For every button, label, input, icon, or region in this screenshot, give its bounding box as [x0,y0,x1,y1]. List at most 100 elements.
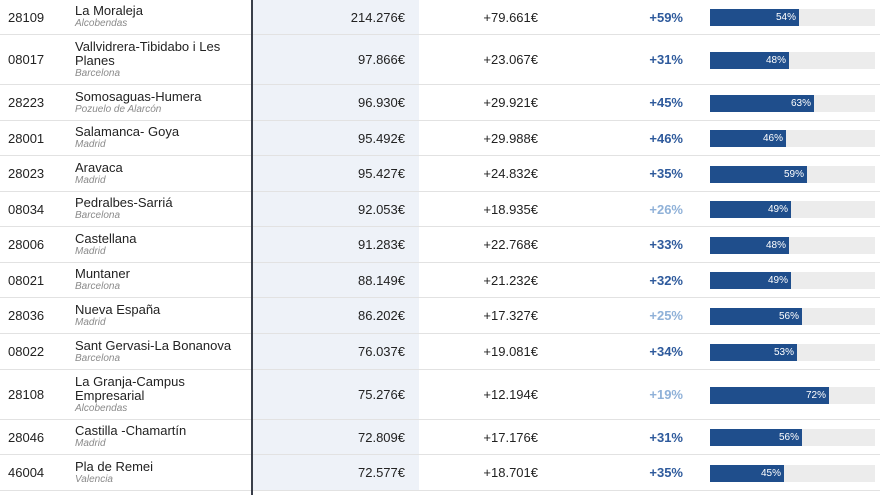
percent-change: +59% [649,9,683,25]
neighborhood-cell: La Granja-Campus Empresarial Alcobendas [75,370,245,419]
share-bar-fill [710,465,784,482]
neighborhood-cell: Muntaner Barcelona [75,263,245,297]
income-column-shade [253,0,419,34]
income-value: 97.866€ [358,52,405,67]
neighborhood-cell: Aravaca Madrid [75,156,245,191]
income-difference: +19.081€ [483,344,538,359]
city-name: Valencia [75,473,113,485]
percent-change: +35% [649,166,683,181]
income-column-shade [253,455,419,490]
share-bar-label: 49% [767,275,788,286]
share-bar-label: 54% [775,12,796,23]
postal-code: 08022 [8,344,45,359]
income-value: 72.577€ [358,465,405,480]
table-row: 28001 Salamanca- Goya Madrid 95.492€ +29… [0,121,880,156]
income-value: 76.037€ [358,344,405,359]
share-bar-fill [710,166,807,183]
city-name: Madrid [75,174,106,186]
postal-code: 08034 [8,201,45,217]
share-bar-label: 63% [790,98,811,109]
neighborhood-cell: Pla de Remei Valencia [75,455,245,490]
neighborhood-name: Pedralbes-Sarriá [75,195,173,210]
neighborhood-name: Castilla -Chamartín [75,423,187,438]
percent-change: +19% [649,387,683,402]
income-column-shade [253,35,419,84]
postal-code: 28023 [8,166,45,181]
income-difference: +79.661€ [483,9,538,25]
city-name: Barcelona [75,352,121,364]
share-bar: 54% [710,9,875,26]
table-row: 28023 Aravaca Madrid 95.427€ +24.832€ +3… [0,156,880,192]
share-bar-label: 48% [765,55,786,66]
share-bar-label: 56% [778,432,799,443]
city-name: Madrid [75,438,106,449]
income-value: 95.492€ [358,130,405,146]
neighborhood-cell: Sant Gervasi-La Bonanova Barcelona [75,334,245,369]
percent-change: +26% [649,201,683,217]
percent-change: +33% [649,237,683,252]
neighborhood-cell: Castilla -Chamartín Madrid [75,420,245,454]
share-bar-fill [710,130,786,147]
share-bar-label: 48% [765,240,786,251]
table-row: 08022 Sant Gervasi-La Bonanova Barcelona… [0,334,880,370]
neighborhood-name: La Moraleja [75,3,143,18]
income-column-shade [253,85,419,120]
city-name: Madrid [75,316,106,328]
table-row: 28036 Nueva España Madrid 86.202€ +17.32… [0,298,880,334]
table-row: 28108 La Granja-Campus Empresarial Alcob… [0,370,880,420]
income-difference: +22.768€ [483,237,538,252]
neighborhood-name: Pla de Remei [75,458,154,474]
share-bar: 48% [710,52,875,69]
income-difference: +23.067€ [483,52,538,67]
share-bar: 46% [710,130,875,147]
percent-change: +35% [649,465,683,480]
neighborhood-cell: Vallvidrera-Tibidabo i Les Planes Barcel… [75,35,245,84]
postal-code: 28223 [8,95,45,110]
postal-code: 28108 [8,387,45,402]
share-bar: 59% [710,166,875,183]
percent-change: +25% [649,308,683,323]
share-bar-fill [710,201,791,218]
income-difference: +17.327€ [483,308,538,323]
neighborhood-name: Aravaca [75,159,123,175]
income-value: 214.276€ [350,9,405,25]
income-value: 88.149€ [358,272,405,288]
table-row: 08017 Vallvidrera-Tibidabo i Les Planes … [0,35,880,85]
income-value: 92.053€ [358,201,405,217]
percent-change: +45% [649,95,683,110]
neighborhood-name: Castellana [75,230,137,246]
city-name: Barcelona [75,210,121,221]
postal-code: 28046 [8,429,45,445]
share-bar-label: 53% [773,347,794,358]
neighborhood-name: Somosaguas-Humera [75,88,202,104]
share-bar: 49% [710,201,875,218]
neighborhood-cell: La Moraleja Alcobendas [75,0,245,34]
neighborhood-name: Sant Gervasi-La Bonanova [75,337,232,353]
table-row: 28006 Castellana Madrid 91.283€ +22.768€… [0,227,880,263]
percent-change: +31% [649,429,683,445]
city-name: Madrid [75,139,106,150]
income-column-shade [253,192,419,226]
income-value: 91.283€ [358,237,405,252]
city-name: Alcobendas [75,18,128,29]
income-difference: +21.232€ [483,272,538,288]
income-column-shade [253,263,419,297]
income-difference: +29.921€ [483,95,538,110]
neighborhood-cell: Salamanca- Goya Madrid [75,121,245,155]
postal-code: 08021 [8,272,45,288]
share-bar-fill [710,52,789,69]
income-column-shade [253,227,419,262]
income-column-shade [253,298,419,333]
neighborhood-name: Nueva España [75,301,161,317]
neighborhood-cell: Pedralbes-Sarriá Barcelona [75,192,245,226]
income-column-shade [253,156,419,191]
postal-code: 28001 [8,130,45,146]
income-column-shade [253,370,419,419]
share-bar: 45% [710,465,875,482]
postal-code: 46004 [8,465,45,480]
percent-change: +31% [649,52,683,67]
postal-code: 28036 [8,308,45,323]
share-bar-label: 49% [767,204,788,215]
income-difference: +18.701€ [483,465,538,480]
city-name: Barcelona [75,67,121,79]
